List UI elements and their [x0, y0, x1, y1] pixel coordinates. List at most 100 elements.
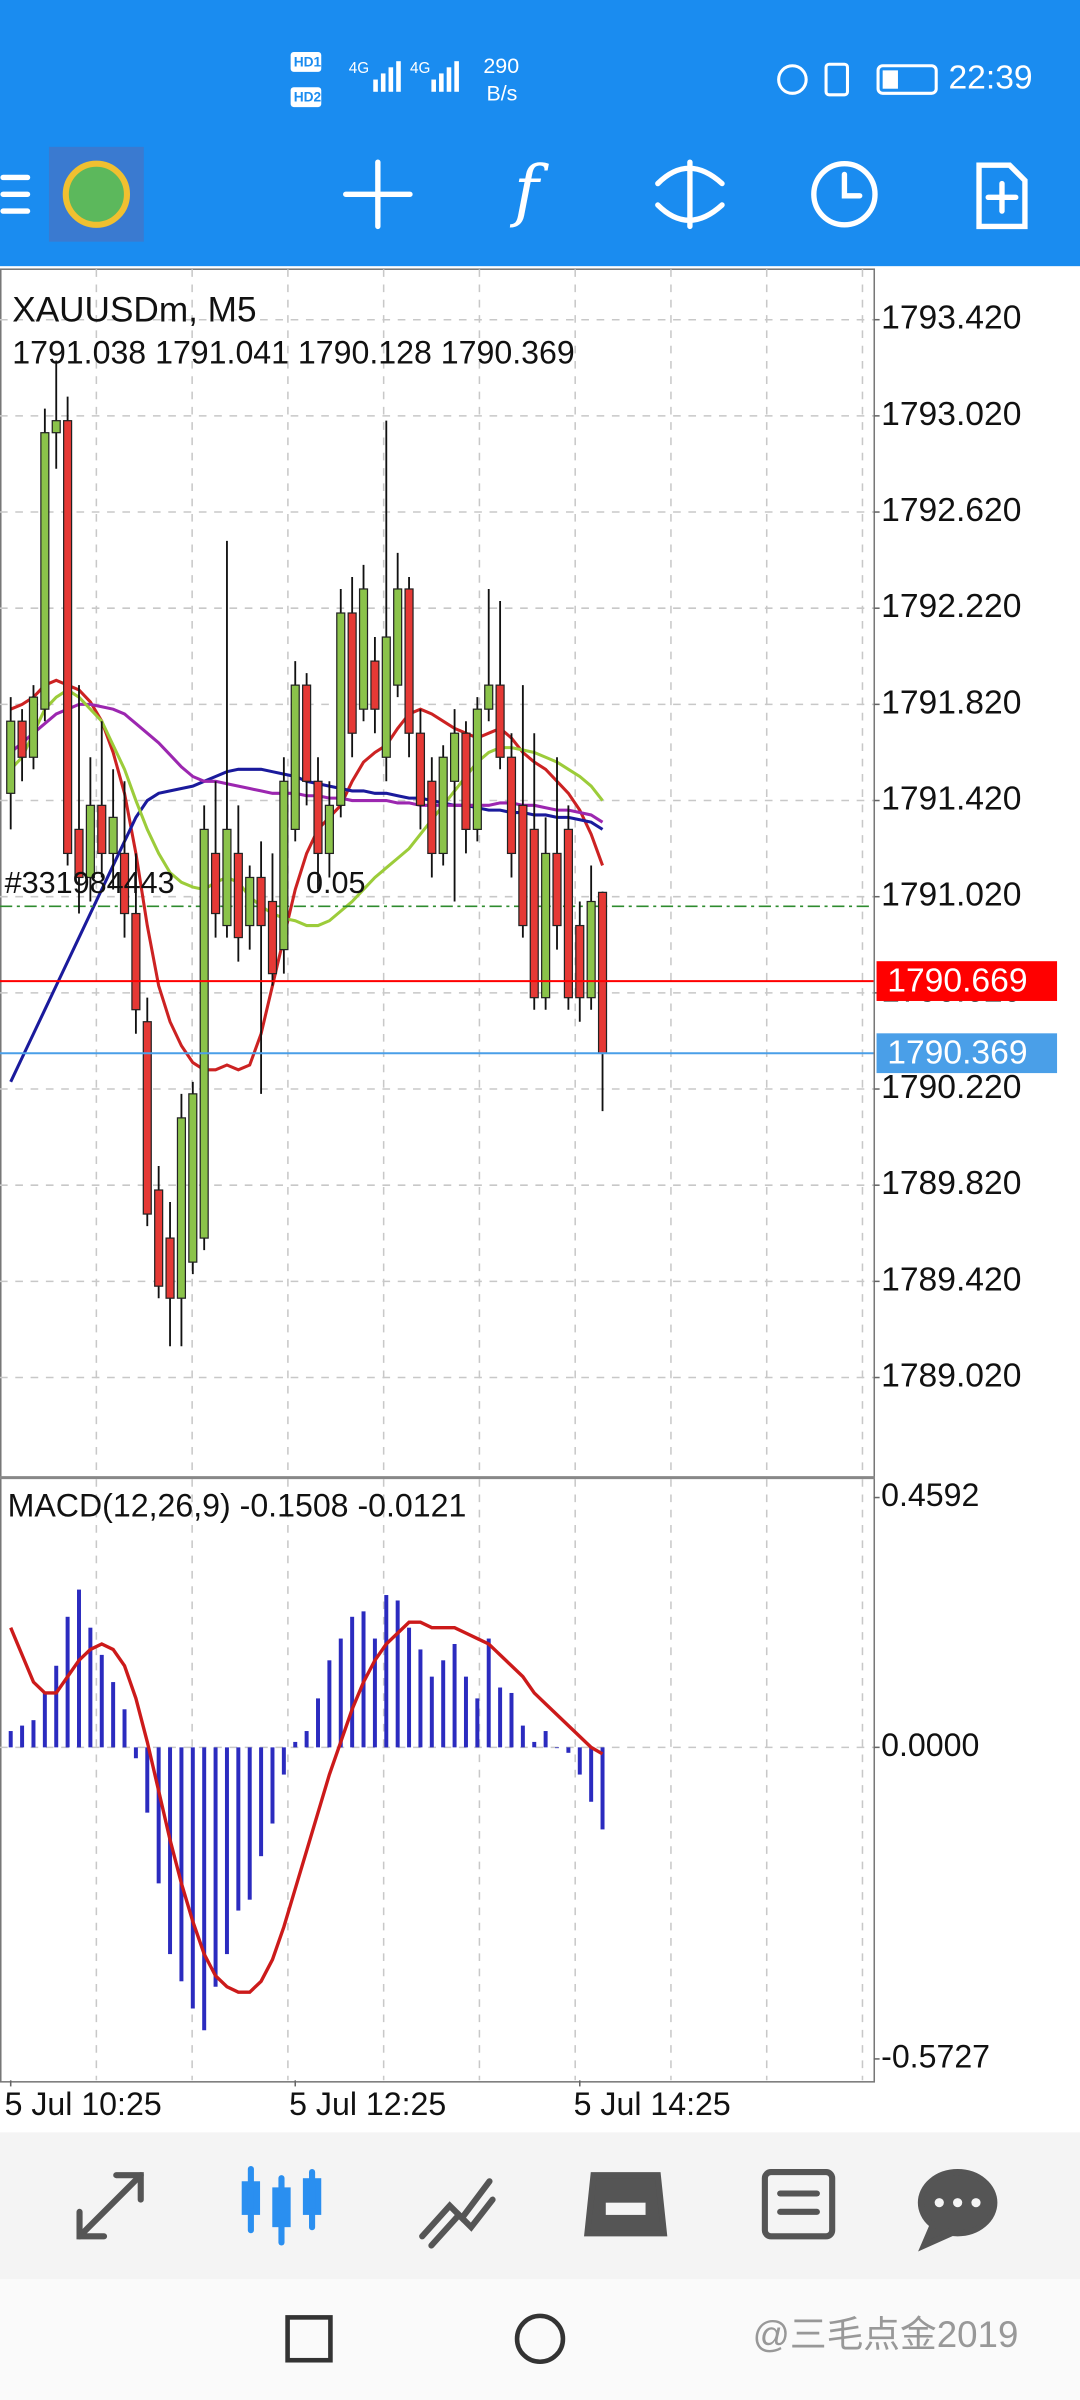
macd-bar [122, 1709, 127, 1748]
macd-bar [395, 1600, 400, 1748]
macd-bar [600, 1747, 605, 1830]
macd-bar [224, 1747, 229, 1955]
battery-icon [876, 64, 938, 95]
candle-body [324, 804, 334, 855]
chart-frame [0, 268, 876, 2083]
signal-line [9, 1620, 604, 1994]
macd-bar [190, 1747, 195, 2009]
macd-bar [236, 1747, 241, 1911]
macd-bar [293, 1741, 298, 1748]
macd-bar [8, 1731, 13, 1748]
macd-bar [99, 1654, 104, 1748]
candle-body [6, 720, 16, 794]
y-tick-label: 1791.420 [881, 780, 1021, 817]
order-volume: 0.05 [306, 866, 366, 900]
candle-body [51, 420, 61, 434]
candle-body [74, 828, 84, 879]
speed-unit: B/s [486, 81, 517, 105]
clock: 22:39 [948, 59, 1032, 96]
candle-body [210, 852, 221, 915]
chat-tab[interactable] [917, 2169, 998, 2252]
candle-body [518, 804, 528, 927]
x-tick-label: 5 Jul 14:25 [574, 2086, 731, 2122]
candle-body [597, 891, 608, 1054]
trade-tab[interactable] [419, 2178, 496, 2249]
home-button[interactable] [514, 2313, 566, 2365]
candle-body [586, 900, 596, 999]
macd-bar [54, 1665, 59, 1748]
macd-bar [316, 1698, 320, 1748]
candle-body [484, 684, 494, 710]
macd-bar [156, 1747, 161, 1884]
news-tab[interactable] [761, 2169, 836, 2240]
objects-button[interactable] [976, 162, 1028, 230]
macd-bar [463, 1676, 468, 1748]
macd-bar [407, 1627, 412, 1748]
ask-line-label: 1790.669 [887, 963, 1027, 1000]
y-tick-label: -0.5727 [881, 2038, 990, 2074]
bid-line-box [876, 1033, 1058, 1074]
macd-bar [429, 1676, 434, 1748]
vibrate-icon [824, 62, 850, 97]
macd-bar [543, 1731, 548, 1748]
history-tab[interactable] [584, 2172, 668, 2237]
candle-body [131, 912, 141, 1011]
hd-badge [290, 52, 322, 72]
chart-tab[interactable] [241, 2165, 322, 2246]
network-label: 4G [349, 60, 369, 77]
macd-bar [441, 1660, 446, 1748]
candle-body [563, 828, 573, 999]
candle-body [472, 708, 482, 830]
macd-bar [247, 1747, 252, 1900]
candle-body [575, 924, 585, 999]
macd-bar [111, 1682, 116, 1748]
candle-body [393, 588, 403, 686]
candle-body [17, 720, 27, 758]
candle-body [97, 804, 107, 855]
battery-level [882, 70, 898, 89]
y-tick-label: 1789.820 [881, 1165, 1021, 1202]
candle-body [541, 852, 551, 999]
candle-body [381, 636, 391, 758]
candle-body [199, 828, 209, 1239]
candle-body [188, 1093, 198, 1263]
signal-bars [373, 61, 459, 92]
y-tick-label: 1789.420 [881, 1261, 1021, 1298]
candle-body [85, 804, 95, 879]
macd-bar [42, 1692, 47, 1748]
macd-bar [509, 1692, 514, 1748]
macd-bar [418, 1649, 423, 1748]
trade-button[interactable] [655, 159, 725, 230]
timeframe-button[interactable] [811, 160, 878, 228]
candle-body [506, 756, 517, 855]
quotes-tab[interactable] [76, 2172, 144, 2240]
app-logo[interactable] [48, 146, 144, 242]
macd-bar [179, 1747, 184, 1982]
y-tick-label: 0.4592 [881, 1477, 979, 1513]
macd-bar [65, 1616, 70, 1748]
ohlc-text: 1791.038 1791.041 1790.128 1790.369 [12, 334, 574, 370]
macd-bar [452, 1643, 457, 1748]
recents-button[interactable] [285, 2315, 333, 2363]
macd-bar [88, 1627, 93, 1748]
order-label: #331984443 [5, 866, 175, 900]
macd-bar [532, 1741, 537, 1748]
y-tick-label: 1792.620 [881, 492, 1021, 529]
candle-body [302, 684, 312, 782]
candle-body [142, 1021, 152, 1215]
macd-bar [304, 1731, 309, 1748]
x-tick-label: 5 Jul 12:25 [289, 2086, 446, 2122]
y-tick-label: 0.0000 [881, 1727, 979, 1763]
candle-body [336, 612, 346, 806]
crosshair-button[interactable] [343, 159, 413, 230]
x-tick-label: 5 Jul 10:25 [5, 2086, 162, 2122]
bid-line-label: 1790.369 [887, 1035, 1027, 1072]
candle-body [108, 816, 118, 855]
candle-body [256, 876, 266, 927]
menu-button[interactable] [0, 174, 31, 214]
macd-bar [168, 1747, 173, 1955]
macd-bar [350, 1616, 355, 1748]
candle-body [552, 852, 562, 927]
chart-title: XAUUSDm, M5 [12, 290, 256, 329]
